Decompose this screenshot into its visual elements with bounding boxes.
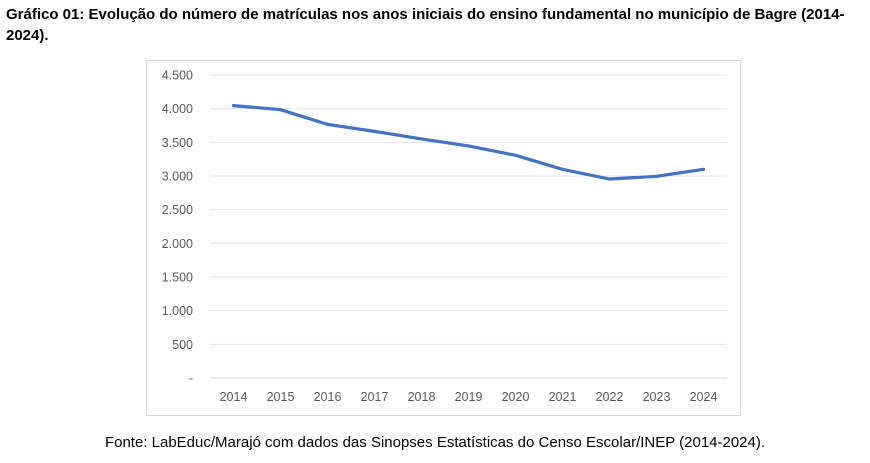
y-tick-label: 500	[172, 338, 193, 352]
y-tick-label: 4.000	[162, 102, 193, 116]
chart-title: Gráfico 01: Evolução do número de matríc…	[6, 6, 845, 44]
data-point	[231, 104, 236, 108]
y-tick-label: 2.000	[162, 237, 193, 251]
x-tick-label: 2018	[408, 390, 436, 404]
y-tick-label: 1.000	[162, 304, 193, 318]
x-tick-label: 2024	[690, 390, 718, 404]
y-tick-label: 1.500	[162, 271, 193, 285]
data-point	[372, 129, 377, 133]
data-point	[513, 153, 518, 157]
data-point	[654, 174, 659, 178]
y-tick-label: 4.500	[162, 69, 193, 83]
x-tick-label: 2014	[220, 390, 248, 404]
data-point	[419, 137, 424, 141]
y-tick-label: 2.500	[162, 203, 193, 217]
x-tick-label: 2019	[455, 390, 483, 404]
x-tick-label: 2023	[643, 390, 671, 404]
data-point	[466, 144, 471, 148]
chart-frame	[146, 60, 741, 416]
y-tick-label: 3.000	[162, 170, 193, 184]
data-point	[278, 108, 283, 112]
chart-source: Fonte: LabEduc/Marajó com dados das Sino…	[104, 434, 766, 451]
x-tick-label: 2016	[314, 390, 342, 404]
data-point	[607, 177, 612, 181]
y-tick-label: -	[189, 372, 193, 386]
x-tick-label: 2015	[267, 390, 295, 404]
data-point	[325, 122, 330, 126]
y-tick-label: 3.500	[162, 136, 193, 150]
data-point	[560, 167, 565, 171]
x-tick-label: 2022	[596, 390, 624, 404]
x-tick-label: 2017	[361, 390, 389, 404]
data-point	[701, 167, 706, 171]
x-tick-label: 2020	[502, 390, 530, 404]
x-tick-label: 2021	[549, 390, 577, 404]
